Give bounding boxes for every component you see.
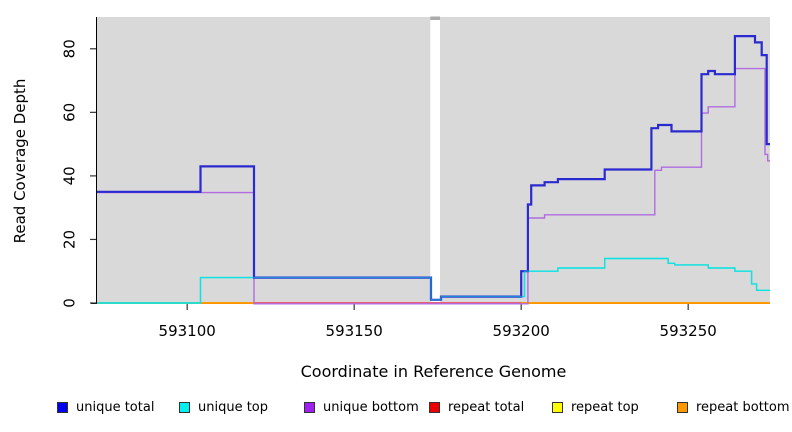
legend-label: repeat top	[571, 400, 639, 415]
x-tick-label: 593150	[326, 322, 383, 340]
x-tick-label: 593250	[660, 322, 717, 340]
series-unique-top-overlay	[97, 257, 770, 304]
legend: unique total unique top unique bottom re…	[0, 400, 792, 420]
legend-label: repeat total	[448, 400, 525, 415]
y-axis-title: Read Coverage Depth	[11, 78, 29, 244]
legend-item-repeat-bottom: repeat bottom	[677, 400, 790, 415]
coverage-gap-region	[430, 20, 441, 303]
legend-item-unique-top: unique top	[179, 400, 268, 415]
x-tick-label: 593200	[493, 322, 550, 340]
unique-top-swatch-icon	[179, 402, 190, 413]
unique-bottom-swatch-icon	[304, 402, 315, 413]
x-tick-label: 593100	[159, 322, 216, 340]
y-tick-label: 80	[61, 39, 79, 58]
legend-item-repeat-top: repeat top	[552, 400, 639, 415]
repeat-total-swatch-icon	[429, 402, 440, 413]
legend-item-unique-total: unique total	[57, 400, 154, 415]
y-tick-label: 0	[61, 298, 79, 308]
legend-label: unique bottom	[323, 400, 419, 415]
y-tick-label: 40	[61, 166, 79, 185]
gap-top-notch	[430, 16, 441, 20]
legend-label: repeat bottom	[696, 400, 790, 415]
legend-item-unique-bottom: unique bottom	[304, 400, 419, 415]
unique-total-swatch-icon	[57, 402, 68, 413]
legend-label: unique total	[76, 400, 155, 415]
repeat-bottom-swatch-icon	[677, 402, 688, 413]
y-tick-label: 20	[61, 230, 79, 249]
x-axis-title: Coordinate in Reference Genome	[300, 362, 567, 381]
y-tick-label: 60	[61, 103, 79, 122]
repeat-top-swatch-icon	[552, 402, 563, 413]
legend-item-repeat-total: repeat total	[429, 400, 524, 415]
legend-label: unique top	[198, 400, 269, 415]
